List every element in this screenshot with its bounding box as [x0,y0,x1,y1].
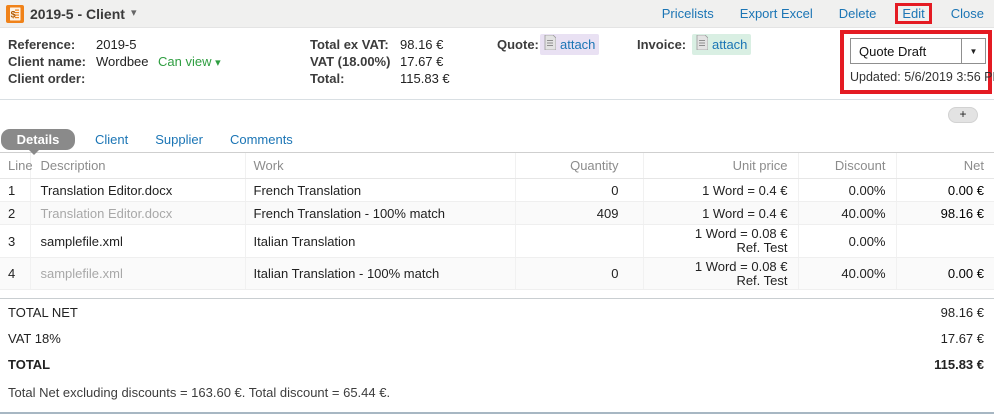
invoice-label: Invoice: [637,37,687,52]
col-net: Net [895,152,994,179]
summary-header: Reference: 2019-5 Client name: Wordbee C… [0,28,994,100]
status-select[interactable]: Quote Draft ▼ [850,38,986,64]
edit-annotation-box: Edit [895,3,932,24]
invoice-document-icon: $ [6,4,24,23]
quote-label: Quote: [497,37,539,52]
active-tab-notch [29,150,39,155]
title-actions: Pricelists Export Excel Delete Edit Clos… [662,3,984,24]
col-work: Work [244,152,515,179]
vat-value: 17.67 € [400,54,444,69]
status-select-value: Quote Draft [859,43,927,59]
tab-client[interactable]: Client [95,132,129,147]
edit-link[interactable]: Edit [902,6,925,21]
col-line: Line [0,152,33,179]
tab-bar: Details Client Supplier Comments [0,127,994,155]
page-title: 2019-5 - Client [30,5,125,22]
export-excel-link[interactable]: Export Excel [739,6,813,21]
client-order-label: Client order: [8,71,86,86]
tab-supplier[interactable]: Supplier [155,132,203,147]
title-group[interactable]: $ 2019-5 - Client ▾ [6,4,137,23]
discount-note: Total Net excluding discounts = 163.60 €… [8,384,391,400]
total-ex-vat-label: Total ex VAT: [310,37,389,52]
can-view-dropdown[interactable]: Can view ▾ [158,53,221,70]
tab-details[interactable]: Details [1,129,75,155]
table-row[interactable]: 4 samplefile.xml Italian Translation - 1… [0,257,994,290]
document-icon [544,34,557,54]
updated-timestamp: Updated: 5/6/2019 3:56 PM [850,70,994,84]
total-net-value: 98.16 € [940,304,984,320]
toolbar-strip: + [0,100,994,127]
document-icon [696,34,709,54]
col-discount: Discount [797,152,896,179]
delete-link[interactable]: Delete [838,6,877,21]
total-ex-vat-value: 98.16 € [400,37,444,52]
table-row[interactable]: 3 samplefile.xml Italian Translation 1 W… [0,224,994,258]
totals-section: TOTAL NET 98.16 € VAT 18% 17.67 € TOTAL … [0,298,994,406]
total-net-row: TOTAL NET 98.16 € [0,299,994,325]
tab-comments[interactable]: Comments [229,132,293,147]
title-chevron-down-icon: ▾ [130,7,137,19]
vat-label: VAT (18.00%) [310,54,391,69]
grand-total-label: TOTAL [8,357,51,372]
vat-total-value: 17.67 € [940,330,984,346]
can-view-chevron-down-icon: ▾ [215,57,221,69]
total-label: Total: [310,71,345,86]
vat-total-label: VAT 18% [8,330,61,346]
grand-total-value: 115.83 € [934,357,984,372]
quote-attach-link[interactable]: attach [560,37,596,52]
grand-total-row: TOTAL 115.83 € [0,351,994,378]
client-name-label: Client name: [8,54,87,69]
table-row[interactable]: 1 Translation Editor.docx French Transla… [0,178,994,202]
invoice-attach-chip[interactable]: attach [692,34,752,55]
close-link[interactable]: Close [950,6,984,21]
line-items-table: Line Description Work Quantity Unit pric… [0,152,994,290]
pricelists-link[interactable]: Pricelists [661,6,714,21]
col-description: Description [29,152,245,179]
vat-row: VAT 18% 17.67 € [0,325,994,351]
can-view-label: Can view [158,54,212,69]
status-select-arrow-icon[interactable]: ▼ [961,39,985,63]
quote-attach-chip[interactable]: attach [540,34,600,55]
table-header-row: Line Description Work Quantity Unit pric… [0,152,994,179]
total-net-label: TOTAL NET [8,304,78,320]
invoice-attach-link[interactable]: attach [712,37,748,52]
svg-text:$: $ [11,9,16,19]
client-name-value: Wordbee [96,54,149,69]
title-bar: $ 2019-5 - Client ▾ Pricelists Export Ex… [0,0,994,28]
add-line-button[interactable]: + [948,107,978,123]
status-annotation-box: Quote Draft ▼ Updated: 5/6/2019 3:56 PM [840,30,994,94]
reference-label: Reference: [8,37,76,52]
col-unit-price: Unit price [642,152,798,179]
col-quantity: Quantity [514,152,643,179]
table-row[interactable]: 2 Translation Editor.docx French Transla… [0,201,994,225]
total-value: 115.83 € [400,71,450,86]
reference-value: 2019-5 [96,37,137,52]
